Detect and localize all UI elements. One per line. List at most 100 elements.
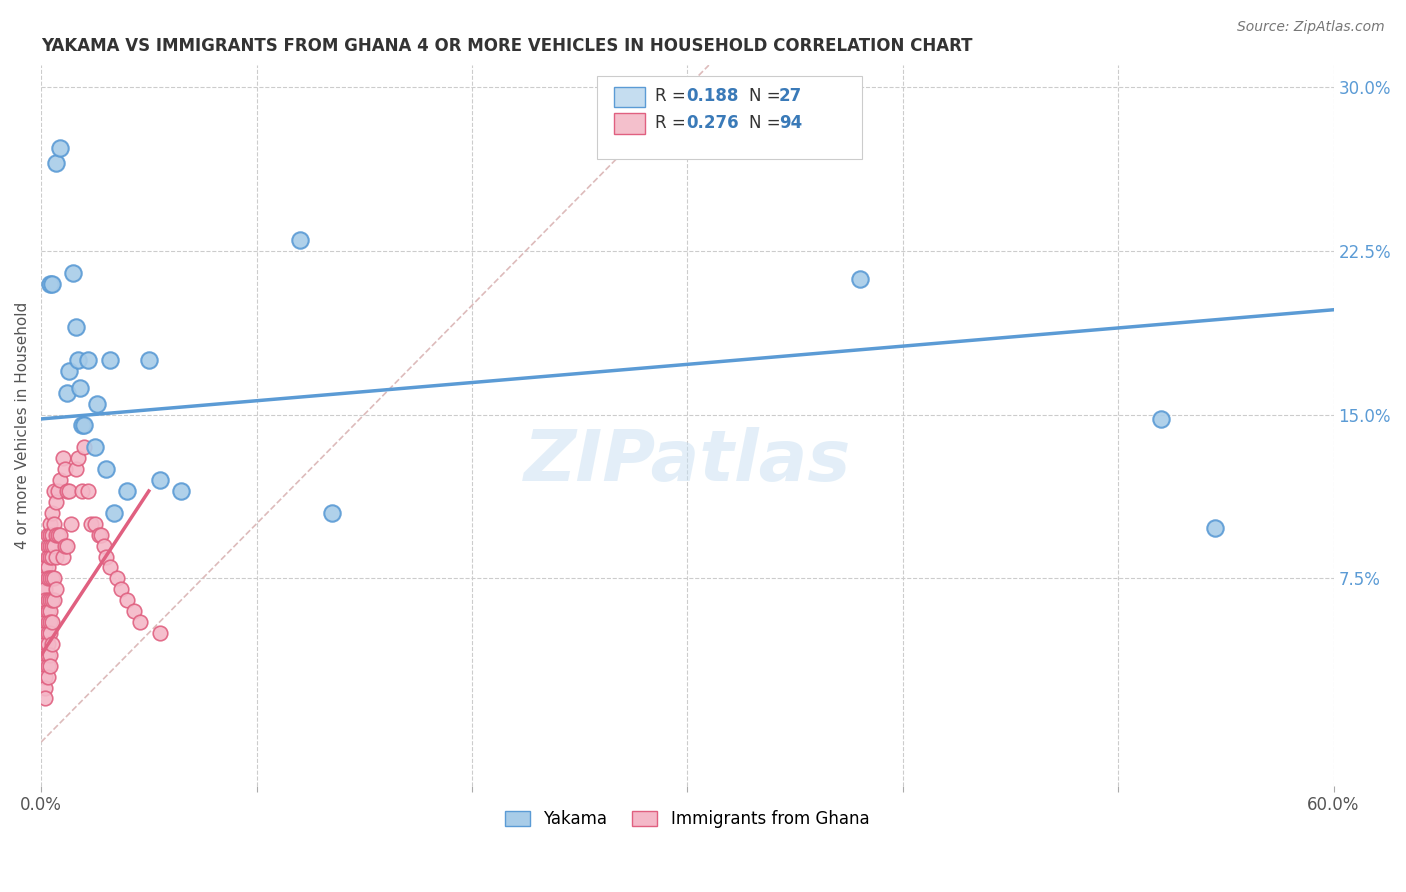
Point bbox=[84, 440, 107, 454]
Point bbox=[49, 141, 72, 155]
Point bbox=[1150, 412, 1173, 426]
Point bbox=[32, 615, 55, 629]
Point bbox=[117, 483, 139, 498]
Text: R =: R = bbox=[655, 87, 690, 105]
Point bbox=[38, 626, 60, 640]
Point bbox=[60, 516, 83, 531]
Point bbox=[37, 593, 59, 607]
Point bbox=[34, 648, 56, 662]
Point bbox=[38, 527, 60, 541]
Point bbox=[117, 593, 139, 607]
Point bbox=[110, 582, 132, 597]
Point bbox=[77, 483, 100, 498]
Point bbox=[38, 593, 60, 607]
Point bbox=[70, 483, 93, 498]
FancyBboxPatch shape bbox=[613, 113, 645, 134]
Point bbox=[84, 516, 107, 531]
Point bbox=[37, 527, 59, 541]
Point bbox=[46, 527, 69, 541]
Point bbox=[34, 691, 56, 706]
Text: 27: 27 bbox=[779, 87, 803, 105]
Point bbox=[79, 516, 101, 531]
Text: ZIPatlas: ZIPatlas bbox=[523, 427, 851, 496]
Text: N =: N = bbox=[749, 114, 786, 132]
Text: 94: 94 bbox=[779, 114, 803, 132]
Point bbox=[93, 539, 115, 553]
Legend: Yakama, Immigrants from Ghana: Yakama, Immigrants from Ghana bbox=[499, 804, 876, 835]
Text: 0.276: 0.276 bbox=[686, 114, 738, 132]
Point bbox=[38, 277, 60, 291]
Point bbox=[49, 473, 72, 487]
Point bbox=[45, 582, 67, 597]
Point bbox=[34, 593, 56, 607]
FancyBboxPatch shape bbox=[596, 76, 862, 159]
Point bbox=[56, 539, 79, 553]
Point bbox=[32, 626, 55, 640]
Point bbox=[38, 615, 60, 629]
Point bbox=[1204, 521, 1226, 535]
Point bbox=[37, 560, 59, 574]
Point bbox=[45, 549, 67, 564]
Point bbox=[37, 670, 59, 684]
Point bbox=[46, 483, 69, 498]
Point bbox=[34, 560, 56, 574]
Point bbox=[122, 604, 145, 618]
Point bbox=[34, 670, 56, 684]
Point bbox=[37, 658, 59, 673]
Point bbox=[66, 451, 89, 466]
Text: 0.188: 0.188 bbox=[686, 87, 738, 105]
Point bbox=[42, 516, 65, 531]
Point bbox=[41, 637, 63, 651]
Point bbox=[170, 483, 193, 498]
Point bbox=[41, 506, 63, 520]
Text: YAKAMA VS IMMIGRANTS FROM GHANA 4 OR MORE VEHICLES IN HOUSEHOLD CORRELATION CHAR: YAKAMA VS IMMIGRANTS FROM GHANA 4 OR MOR… bbox=[41, 37, 973, 55]
Point bbox=[321, 506, 343, 520]
Point bbox=[37, 637, 59, 651]
Point bbox=[32, 648, 55, 662]
Point bbox=[32, 637, 55, 651]
Text: R =: R = bbox=[655, 114, 690, 132]
Point bbox=[58, 364, 80, 378]
Point bbox=[848, 272, 870, 286]
Point bbox=[34, 658, 56, 673]
Point bbox=[32, 593, 55, 607]
Point bbox=[149, 626, 172, 640]
Point bbox=[73, 418, 96, 433]
Point bbox=[37, 549, 59, 564]
Point bbox=[41, 277, 63, 291]
Point bbox=[103, 506, 125, 520]
Point bbox=[49, 527, 72, 541]
Point bbox=[42, 571, 65, 585]
Point bbox=[34, 637, 56, 651]
Point bbox=[41, 615, 63, 629]
Point bbox=[42, 539, 65, 553]
Point bbox=[38, 539, 60, 553]
Point bbox=[89, 527, 111, 541]
Point bbox=[37, 626, 59, 640]
Point bbox=[56, 385, 79, 400]
Point bbox=[38, 604, 60, 618]
Point bbox=[58, 483, 80, 498]
Point bbox=[45, 156, 67, 170]
Point bbox=[45, 527, 67, 541]
Point bbox=[42, 593, 65, 607]
Point bbox=[98, 353, 121, 368]
Point bbox=[288, 233, 311, 247]
Point bbox=[86, 397, 108, 411]
Point bbox=[37, 615, 59, 629]
Point bbox=[66, 353, 89, 368]
Point bbox=[34, 615, 56, 629]
Point bbox=[38, 571, 60, 585]
Point bbox=[90, 527, 112, 541]
Point bbox=[41, 593, 63, 607]
Point bbox=[129, 615, 152, 629]
Point bbox=[32, 599, 55, 614]
Point bbox=[53, 539, 76, 553]
Text: Source: ZipAtlas.com: Source: ZipAtlas.com bbox=[1237, 20, 1385, 34]
Point bbox=[45, 495, 67, 509]
Point bbox=[34, 582, 56, 597]
Point bbox=[38, 549, 60, 564]
Point bbox=[65, 462, 87, 476]
Point bbox=[94, 549, 117, 564]
Point bbox=[105, 571, 128, 585]
